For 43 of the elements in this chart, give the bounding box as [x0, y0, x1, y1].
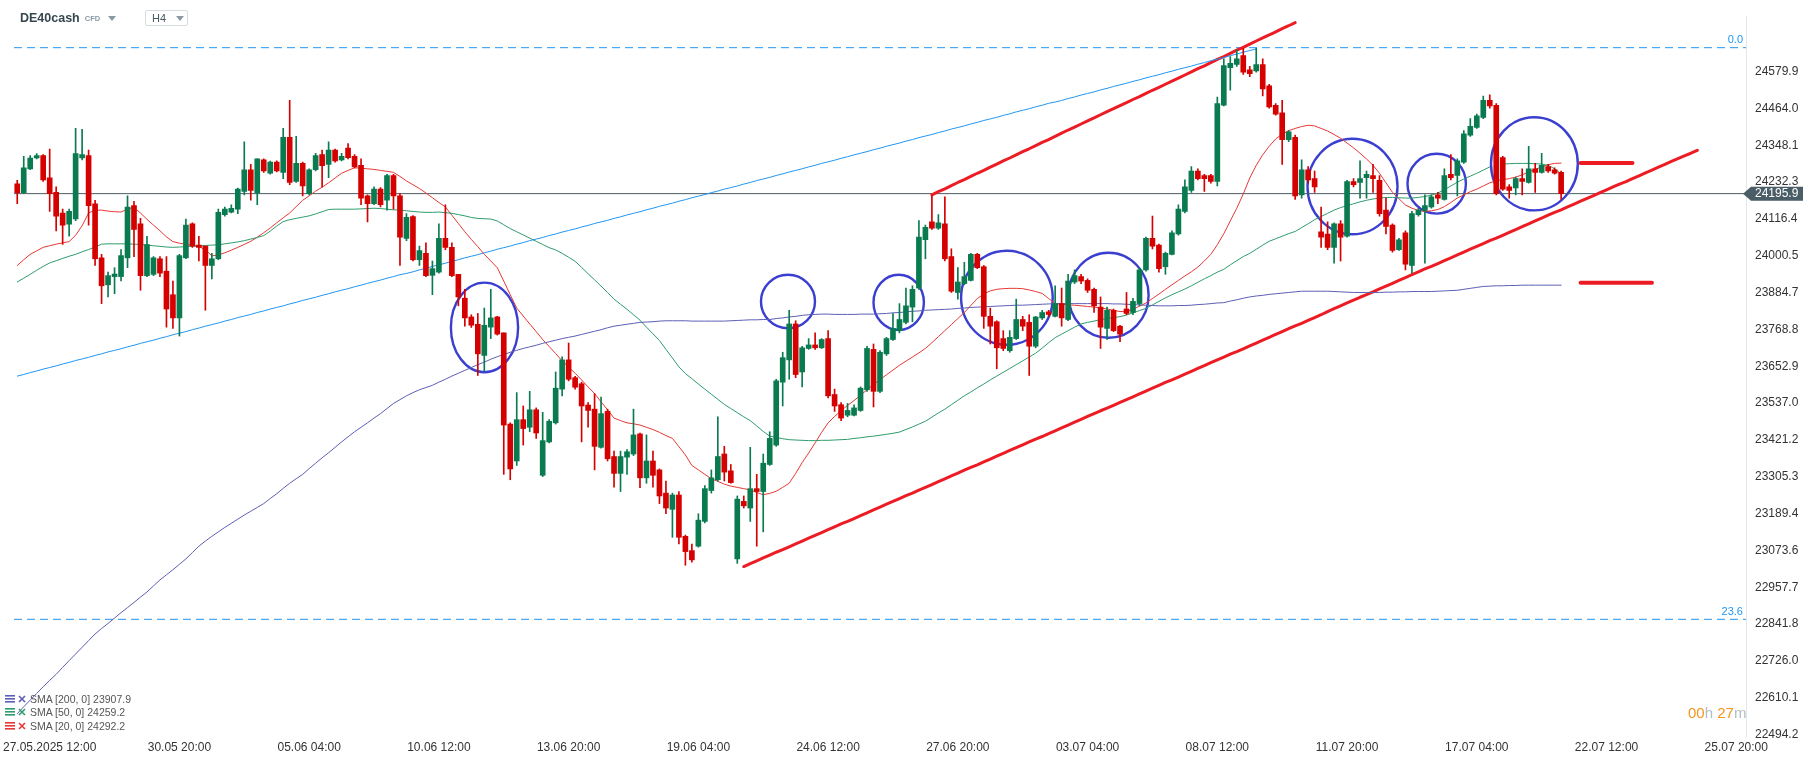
x-tick-label: 10.06 12:00 — [407, 740, 471, 755]
x-tick-label: 08.07 12:00 — [1185, 740, 1250, 755]
x-tick-label: 11.07 20:00 — [1315, 740, 1379, 755]
annotation: H4 — [152, 12, 167, 24]
legend-label: SMA [200, 0] 23907.9 — [30, 692, 131, 705]
y-tick-label: 23884.7 — [1755, 284, 1799, 299]
x-tick-label: 17.07 04:00 — [1445, 740, 1509, 755]
y-tick-label: 23189.4 — [1755, 505, 1799, 520]
x-tick-label: 30.05 20:00 — [147, 740, 212, 755]
x-tick-label: 13.06 20:00 — [536, 740, 601, 755]
y-tick-label: 24232.3 — [1755, 174, 1799, 189]
y-tick-label: 23652.9 — [1755, 358, 1799, 373]
ref-line-label: 24195.9 — [1755, 186, 1799, 201]
chart-title: DE40cash — [20, 11, 80, 25]
y-tick-label: 22841.8 — [1755, 616, 1799, 631]
legend-label: SMA [50, 0] 24259.2 — [30, 706, 126, 719]
x-tick-label: 22.07 12:00 — [1574, 740, 1639, 755]
annotation: 23.6 — [1721, 604, 1743, 617]
y-tick-label: 23073.6 — [1755, 542, 1799, 557]
y-tick-label: 22610.1 — [1755, 690, 1799, 705]
y-tick-label: 23421.2 — [1755, 432, 1799, 447]
y-tick-label: 23537.0 — [1755, 395, 1799, 410]
x-tick-label: 19.06 04:00 — [666, 740, 731, 755]
annotation: 0.0 — [1727, 33, 1743, 46]
x-tick-label: 27.06 20:00 — [926, 740, 990, 755]
y-tick-label: 24579.9 — [1755, 63, 1799, 78]
y-tick-label: 22726.0 — [1755, 653, 1799, 668]
y-tick-label: 22957.7 — [1755, 579, 1799, 594]
dropdown-field: H4 — [145, 10, 188, 26]
annotation: 00h 27m — [1688, 704, 1747, 721]
x-tick-label: 27.05.2025 12:00 — [2, 740, 97, 755]
y-tick-label: 24000.5 — [1755, 248, 1799, 263]
y-tick-label: 23305.3 — [1755, 469, 1799, 484]
x-tick-label: 03.07 04:00 — [1055, 740, 1120, 755]
y-tick-label: 22494.2 — [1755, 726, 1799, 741]
y-tick-label: 24464.0 — [1755, 100, 1799, 115]
legend-label: SMA [20, 0] 24292.2 — [30, 719, 126, 732]
x-tick-label: 25.07 20:00 — [1704, 740, 1769, 755]
y-tick-label: 24116.4 — [1755, 211, 1798, 226]
x-tick-label: 24.06 12:00 — [796, 740, 861, 755]
y-tick-label: 23768.8 — [1755, 321, 1799, 336]
x-tick-label: 05.06 04:00 — [277, 740, 342, 755]
y-tick-label: 24348.1 — [1755, 137, 1799, 152]
